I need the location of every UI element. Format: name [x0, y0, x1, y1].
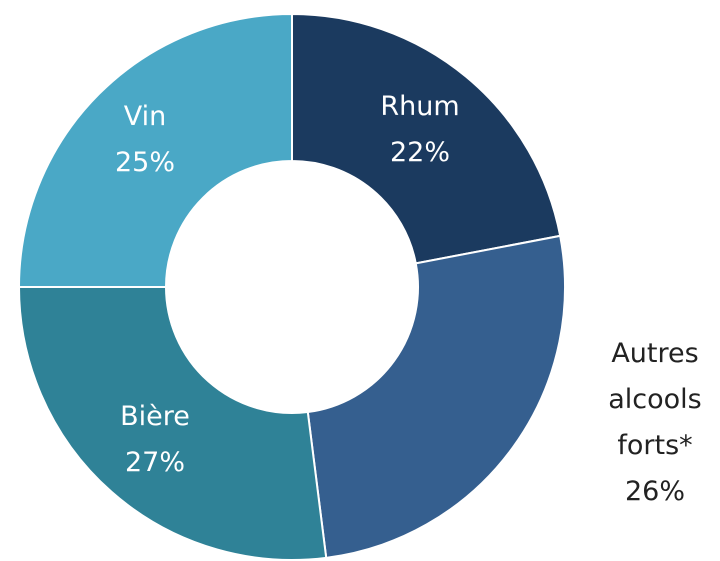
value-label: 22% [389, 137, 451, 168]
slice-label: Vin 25% [115, 94, 175, 186]
donut-slice [17, 286, 328, 561]
donut-slice [17, 12, 293, 288]
value-label: 26% [624, 476, 685, 507]
category-label: Bière [120, 401, 190, 432]
category-label: Autres alcools forts* [608, 338, 702, 461]
donut-slice [291, 12, 562, 265]
slice-label: Autres alcools forts* 26% [595, 331, 715, 515]
slice-label: Rhum 22% [380, 84, 459, 176]
slice-label: Bière 27% [120, 394, 190, 486]
value-label: 27% [124, 447, 186, 478]
value-label: 25% [114, 147, 176, 178]
category-label: Rhum [380, 91, 460, 122]
category-label: Vin [123, 101, 167, 132]
donut-slice [306, 234, 566, 559]
